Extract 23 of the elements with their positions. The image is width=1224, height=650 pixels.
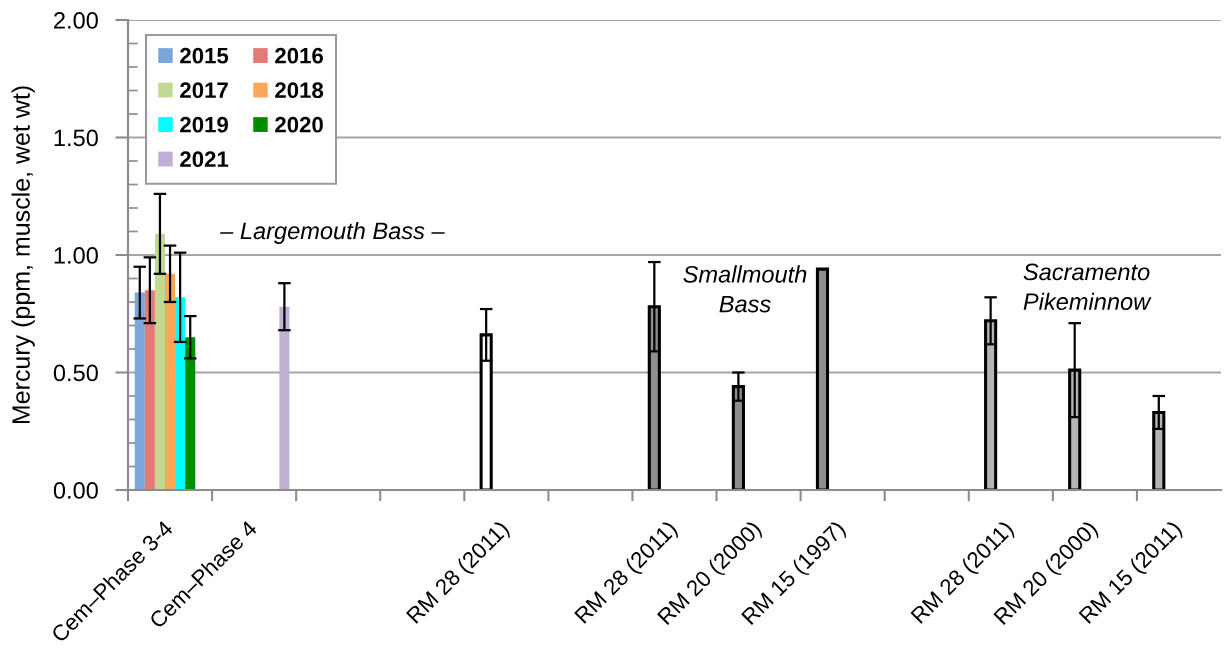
legend-label: 2015: [180, 47, 229, 64]
legend-label: 2021: [180, 151, 229, 168]
y-tick-label: 1.00: [54, 247, 98, 264]
legend-label: 2019: [180, 116, 228, 133]
legend-label: 2017: [180, 82, 228, 99]
bar: [279, 306, 290, 490]
bar: [154, 233, 165, 490]
annotation: – Largemouth Bass –: [220, 221, 445, 244]
bar: [134, 292, 145, 490]
legend-label: 2020: [275, 116, 323, 133]
bar: [164, 273, 176, 490]
annotation: Sacramento Pikeminnow: [1023, 263, 1152, 311]
annotation: Smallmouth Bass: [683, 265, 807, 313]
y-tick-label: 1.50: [54, 129, 98, 147]
bar: [175, 297, 186, 490]
y-tick-label: 0.50: [53, 364, 98, 382]
y-axis-title: Mercury (ppm, muscle, wet wt): [11, 86, 35, 424]
y-tick-label: 2.00: [54, 12, 98, 29]
y-tick-label: 0.00: [53, 482, 98, 499]
legend-label: 2018: [275, 82, 324, 99]
bar: [185, 337, 196, 490]
legend-label: 2016: [275, 47, 323, 64]
bar: [144, 290, 155, 490]
